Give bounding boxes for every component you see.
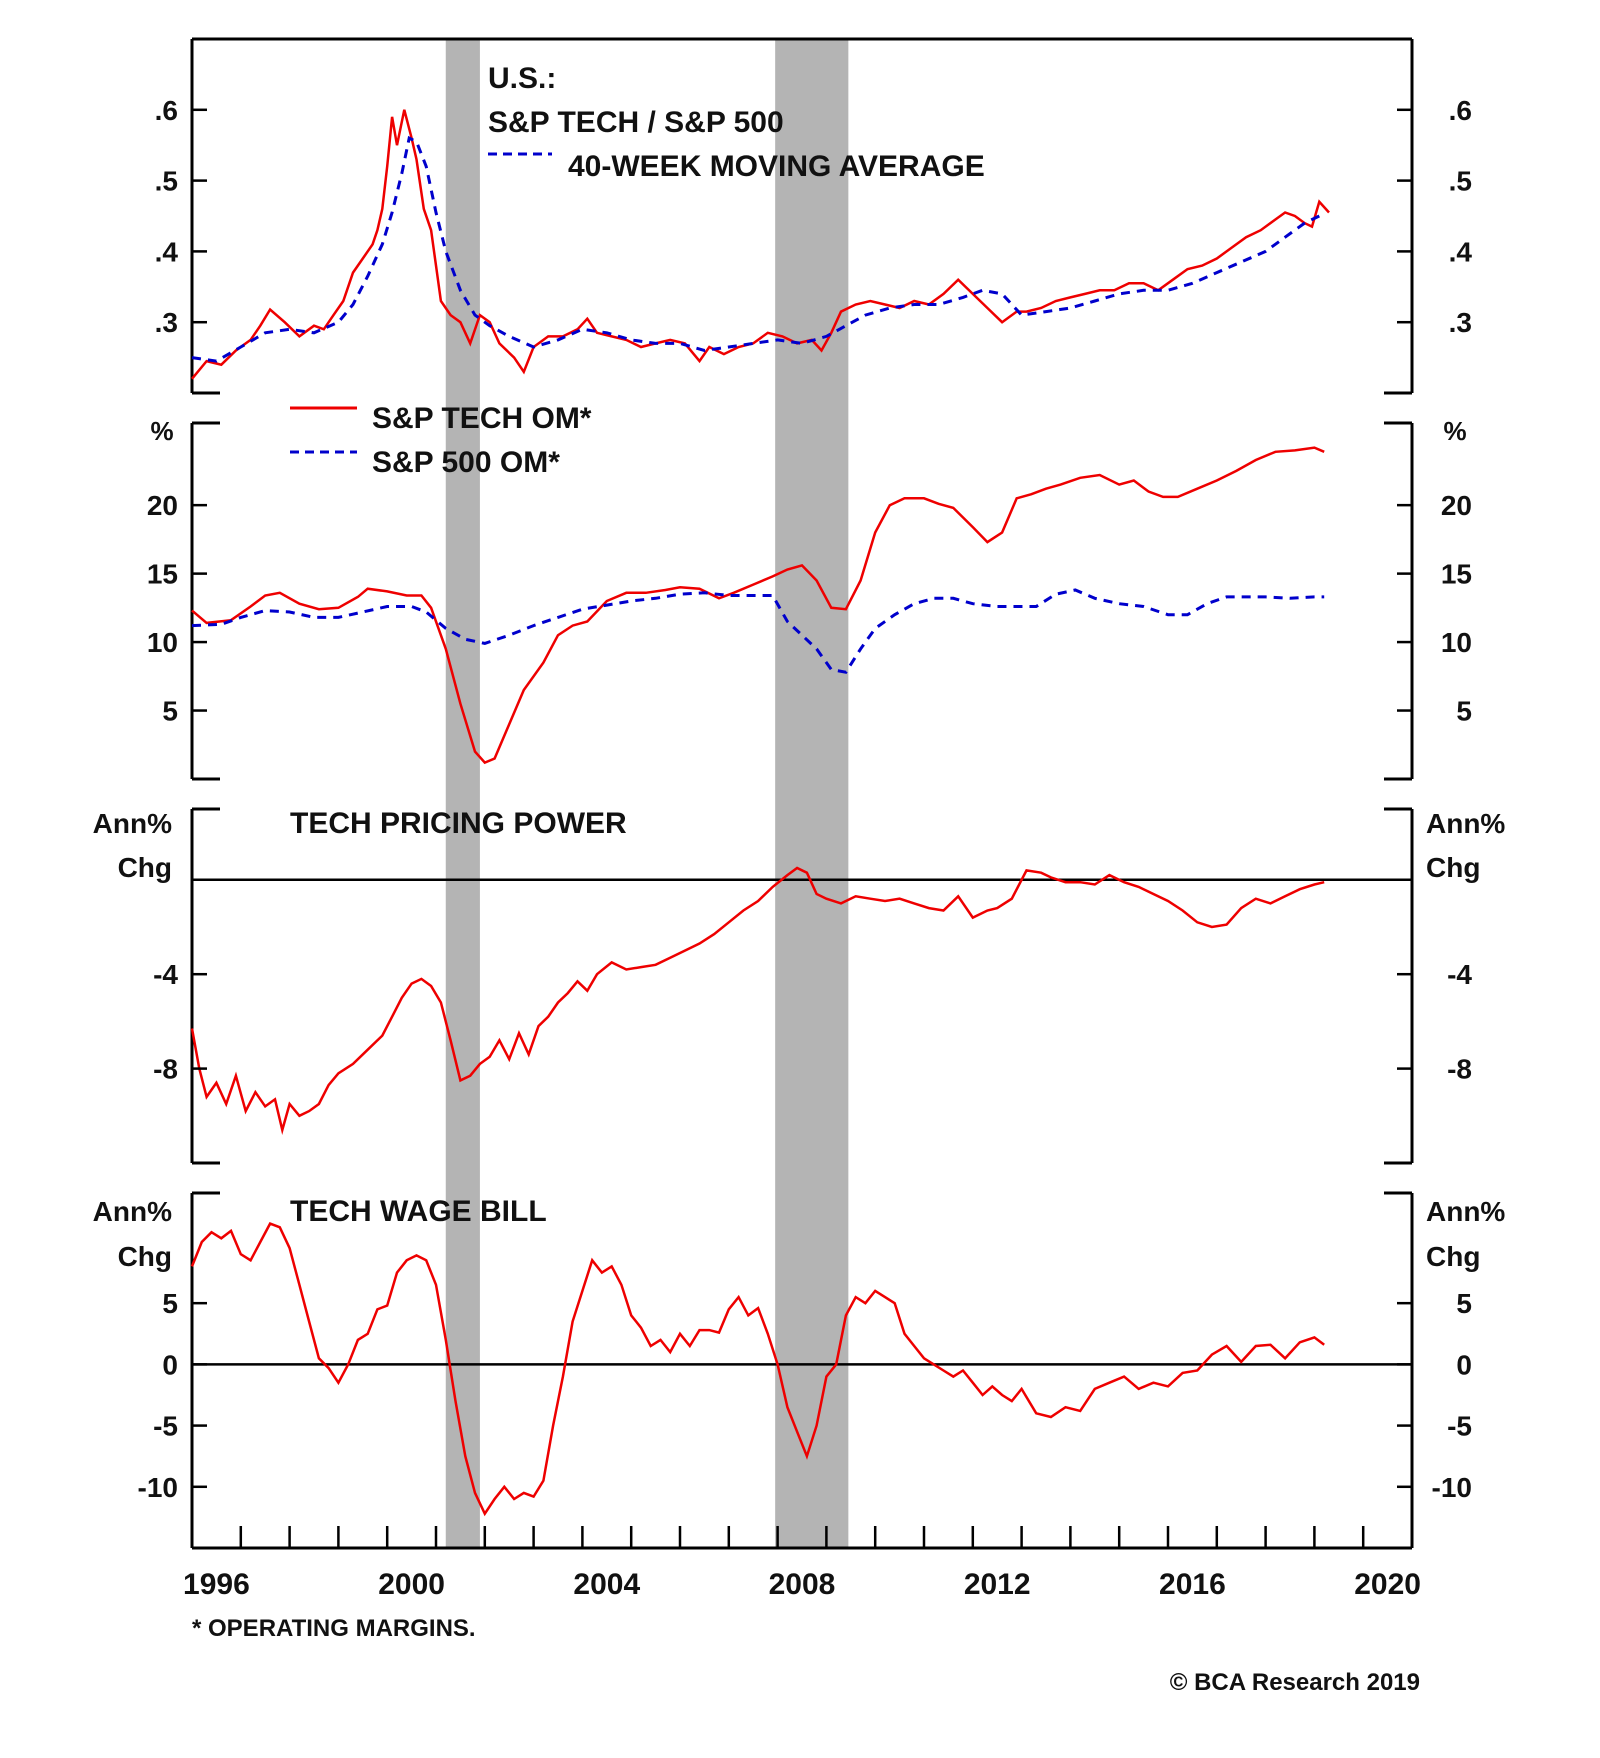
- ytick-label-right: .4: [1449, 236, 1473, 267]
- panel4-unit-right-2: Chg: [1426, 1241, 1480, 1272]
- ytick-label-right: 5: [1456, 1288, 1472, 1319]
- xtick-label: 2008: [769, 1568, 836, 1601]
- ytick-label-left: .4: [155, 236, 179, 267]
- series-line-tech-pricing-power: [190, 866, 1325, 1135]
- series-lines: [190, 109, 1330, 1517]
- ytick-label-right: 10: [1441, 627, 1472, 658]
- recession-band-2: [775, 39, 849, 1548]
- ytick-label-right: -5: [1447, 1411, 1472, 1442]
- ytick-label-left: 5: [162, 696, 178, 727]
- ytick-label-left: 15: [147, 559, 178, 590]
- ytick-label-left: 10: [147, 627, 178, 658]
- xtick-label: 2000: [378, 1568, 445, 1601]
- panel4-unit-left-2: Chg: [118, 1241, 172, 1272]
- ytick-label-right: -10: [1432, 1472, 1472, 1503]
- panel4-unit-right-1: Ann%: [1426, 1196, 1505, 1227]
- ytick-label-left: .5: [155, 166, 178, 197]
- ytick-label-right: -8: [1447, 1054, 1472, 1085]
- series-line-tech-wage-bill: [190, 1222, 1325, 1517]
- ytick-label-left: .6: [155, 95, 178, 126]
- ytick-label-right: 5: [1456, 696, 1472, 727]
- panel-frames: [190, 37, 1414, 1550]
- panel3-unit-left-1: Ann%: [93, 808, 172, 839]
- recession-shading: [445, 39, 849, 1548]
- xtick-label: 2020: [1354, 1568, 1421, 1601]
- panel4-title: TECH WAGE BILL: [290, 1195, 547, 1228]
- copyright: © BCA Research 2019: [1170, 1669, 1420, 1696]
- panel3-unit-right-1: Ann%: [1426, 808, 1505, 839]
- ytick-label-right: -4: [1447, 959, 1472, 990]
- panel1-title-line1: U.S.:: [488, 62, 556, 95]
- ytick-label-right: .3: [1449, 307, 1472, 338]
- panel2-unit-left: %: [150, 416, 173, 446]
- ytick-label-right: 20: [1441, 490, 1472, 521]
- ytick-label-right: .5: [1449, 166, 1472, 197]
- panel1-legend-ma: 40-WEEK MOVING AVERAGE: [568, 150, 985, 183]
- panel3-unit-right-2: Chg: [1426, 852, 1480, 883]
- ytick-label-right: 15: [1441, 559, 1472, 590]
- xtick-label: 1996: [183, 1568, 250, 1601]
- footnote: * OPERATING MARGINS.: [192, 1615, 476, 1642]
- ytick-label-right: .6: [1449, 95, 1472, 126]
- panel3-unit-left-2: Chg: [118, 852, 172, 883]
- panel2-legend-tech: S&P TECH OM*: [372, 402, 592, 435]
- xtick-label: 2004: [573, 1568, 640, 1601]
- series-line-s-p-tech-om-: [191, 446, 1325, 765]
- panel2-legend-spx: S&P 500 OM*: [372, 446, 560, 479]
- ytick-label-left: -4: [153, 959, 178, 990]
- ytick-label-left: -10: [138, 1472, 178, 1503]
- panel2-unit-right: %: [1443, 416, 1466, 446]
- ytick-label-left: .3: [155, 307, 178, 338]
- ytick-label-right: 0: [1456, 1349, 1472, 1380]
- recession-band-1: [445, 39, 480, 1548]
- ytick-label-left: 0: [162, 1349, 178, 1380]
- series-line-s-p-tech-s-p-500: [191, 109, 1330, 380]
- panel3-title: TECH PRICING POWER: [290, 807, 627, 840]
- xtick-label: 2012: [964, 1568, 1031, 1601]
- ytick-label-left: -5: [153, 1411, 178, 1442]
- series-line-s-p-500-om-: [191, 588, 1325, 674]
- xtick-label: 2016: [1159, 1568, 1226, 1601]
- ytick-label-left: -8: [153, 1054, 178, 1085]
- ytick-label-left: 20: [147, 490, 178, 521]
- ytick-label-left: 5: [162, 1288, 178, 1319]
- panel1-title-line2: S&P TECH / S&P 500: [488, 106, 784, 139]
- panel4-unit-left-1: Ann%: [93, 1196, 172, 1227]
